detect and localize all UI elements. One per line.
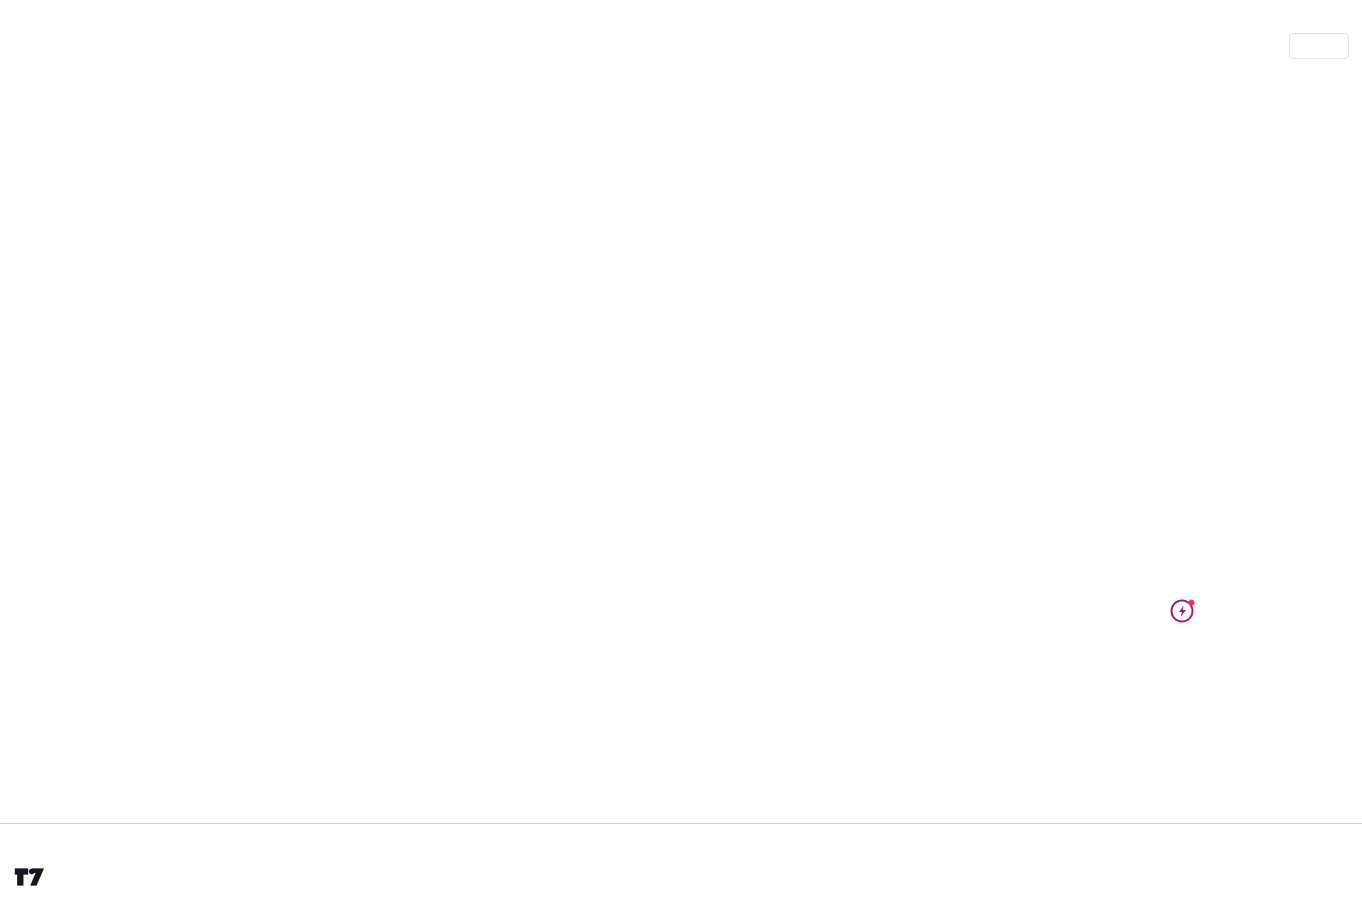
symbol-title — [14, 36, 22, 51]
tradingview-logo[interactable] — [14, 864, 52, 890]
upper-level-badge — [1285, 405, 1359, 421]
notification-dot — [1188, 599, 1195, 606]
tradingview-logo-mark — [14, 868, 44, 886]
flash-circle — [1170, 599, 1194, 623]
flash-icon[interactable] — [1168, 596, 1198, 626]
ema-legend-row[interactable] — [14, 53, 22, 68]
lightning-bolt-icon — [1179, 605, 1186, 617]
sma-value-badge — [1285, 421, 1359, 437]
time-axis[interactable] — [0, 823, 1362, 857]
rsi-pill — [1268, 699, 1280, 717]
symbol-price-pill — [1268, 343, 1280, 361]
ema-value-badge — [1285, 389, 1359, 405]
rsi-ma-pill — [1268, 673, 1280, 691]
sma-pill — [1268, 421, 1280, 439]
currency-toggle-button[interactable] — [1289, 33, 1349, 59]
rsi-legend-row[interactable] — [18, 629, 34, 644]
lower-level-badge — [1285, 580, 1359, 596]
ema-pill — [1268, 389, 1280, 407]
rsi-value-badge — [1285, 699, 1359, 715]
last-price-badge — [1285, 337, 1359, 385]
rsi-ma-value-badge — [1285, 673, 1359, 689]
sma-legend-row[interactable] — [14, 70, 22, 85]
symbol-legend-row[interactable] — [14, 36, 57, 51]
